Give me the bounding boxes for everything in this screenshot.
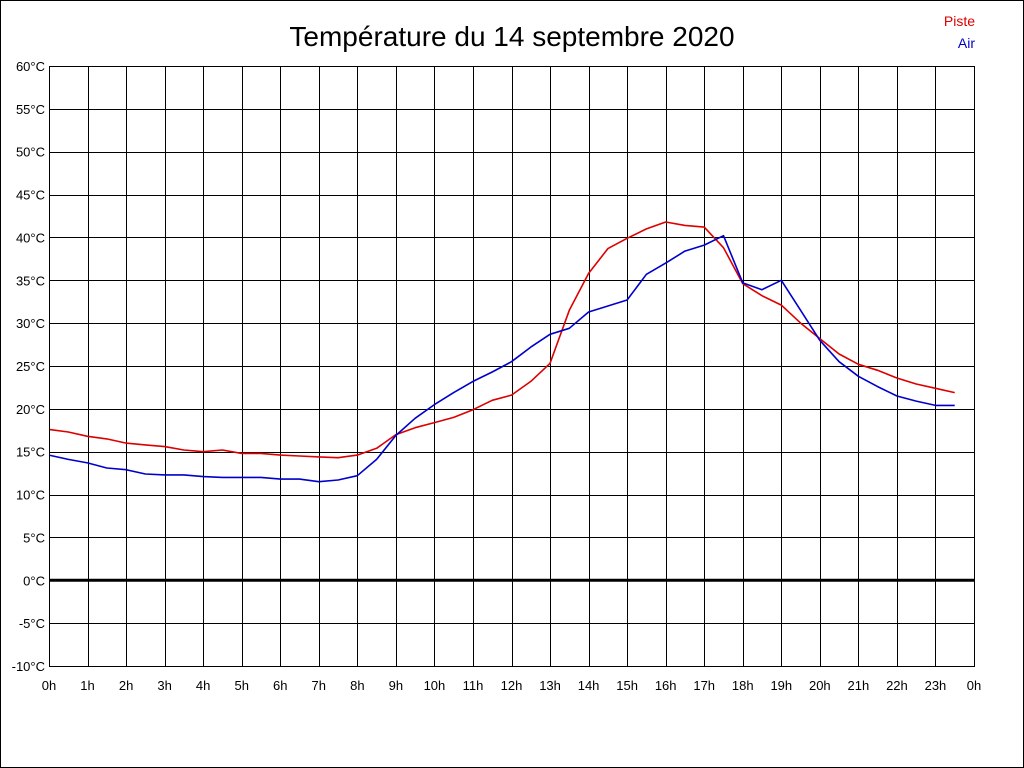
x-tick-label: 2h <box>119 678 133 693</box>
grid <box>49 66 975 667</box>
x-tick-label: 15h <box>616 678 638 693</box>
chart-title: Température du 14 septembre 2020 <box>289 21 734 52</box>
x-tick-label: 17h <box>693 678 715 693</box>
plot-area-border <box>49 66 975 667</box>
y-tick-label: 15°C <box>16 445 45 460</box>
x-tick-label: 11h <box>463 678 484 693</box>
legend-entry-piste: Piste <box>944 13 975 29</box>
x-tick-label: 14h <box>578 678 600 693</box>
x-tick-label: 16h <box>655 678 677 693</box>
x-tick-label: 5h <box>234 678 248 693</box>
x-tick-label: 9h <box>389 678 403 693</box>
y-tick-label: 55°C <box>16 102 45 117</box>
x-tick-label: 23h <box>925 678 947 693</box>
y-tick-label: 50°C <box>16 145 45 160</box>
legend-entry-air: Air <box>958 35 975 51</box>
x-tick-label: 12h <box>501 678 523 693</box>
y-tick-label: 40°C <box>16 230 45 245</box>
x-tick-label: 22h <box>886 678 908 693</box>
y-tick-label: 5°C <box>23 530 45 545</box>
y-tick-label: -5°C <box>19 616 45 631</box>
series-line-piste <box>48 221 955 459</box>
series-line-air <box>48 234 955 483</box>
legend: Piste Air <box>944 13 975 51</box>
y-tick-label: 20°C <box>16 402 45 417</box>
x-tick-label: 13h <box>539 678 561 693</box>
y-axis-ticks: 60°C 55°C 50°C 45°C 40°C 35°C 30°C 25°C 20°C 15°C… <box>12 59 45 674</box>
x-axis-ticks: 0h 1h 2h 3h 4h 5h 6h 7h 8h 9h 10h 11h 12h 13h 14h 15h 16… <box>42 678 981 693</box>
x-tick-label: 10h <box>424 678 446 693</box>
y-tick-label: 45°C <box>16 188 45 203</box>
y-tick-label: 35°C <box>16 273 45 288</box>
series-group <box>48 221 955 483</box>
x-tick-label: 3h <box>157 678 171 693</box>
y-tick-label: 0°C <box>23 573 45 588</box>
y-tick-label: 10°C <box>16 488 45 503</box>
x-tick-label: 20h <box>809 678 831 693</box>
x-tick-label: 1h <box>80 678 94 693</box>
x-tick-label: 8h <box>350 678 364 693</box>
x-tick-label: 18h <box>732 678 754 693</box>
x-tick-label: 7h <box>312 678 326 693</box>
x-tick-label: 6h <box>273 678 287 693</box>
y-tick-label: 30°C <box>16 316 45 331</box>
x-tick-label: 21h <box>848 678 870 693</box>
y-tick-label: 60°C <box>16 59 45 74</box>
x-tick-label: 19h <box>770 678 792 693</box>
y-tick-label: 25°C <box>16 359 45 374</box>
y-tick-label: -10°C <box>12 659 45 674</box>
x-tick-label: 0h <box>42 678 56 693</box>
x-tick-label: 0h <box>967 678 981 693</box>
x-tick-label: 4h <box>196 678 210 693</box>
